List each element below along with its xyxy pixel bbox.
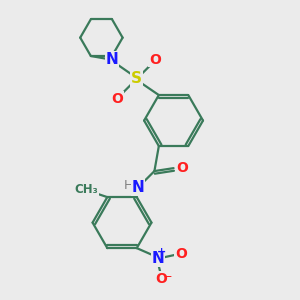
Text: O: O	[176, 161, 188, 175]
Text: CH₃: CH₃	[75, 183, 99, 196]
Text: O: O	[112, 92, 124, 106]
Text: N: N	[152, 251, 164, 266]
Text: ⁻: ⁻	[165, 272, 172, 286]
Text: N: N	[132, 180, 145, 195]
Text: +: +	[157, 247, 166, 257]
Text: H: H	[124, 179, 134, 192]
Text: N: N	[105, 52, 118, 67]
Text: S: S	[131, 71, 142, 86]
Text: O: O	[175, 247, 187, 261]
Text: O: O	[149, 53, 161, 67]
Text: O: O	[155, 272, 167, 286]
